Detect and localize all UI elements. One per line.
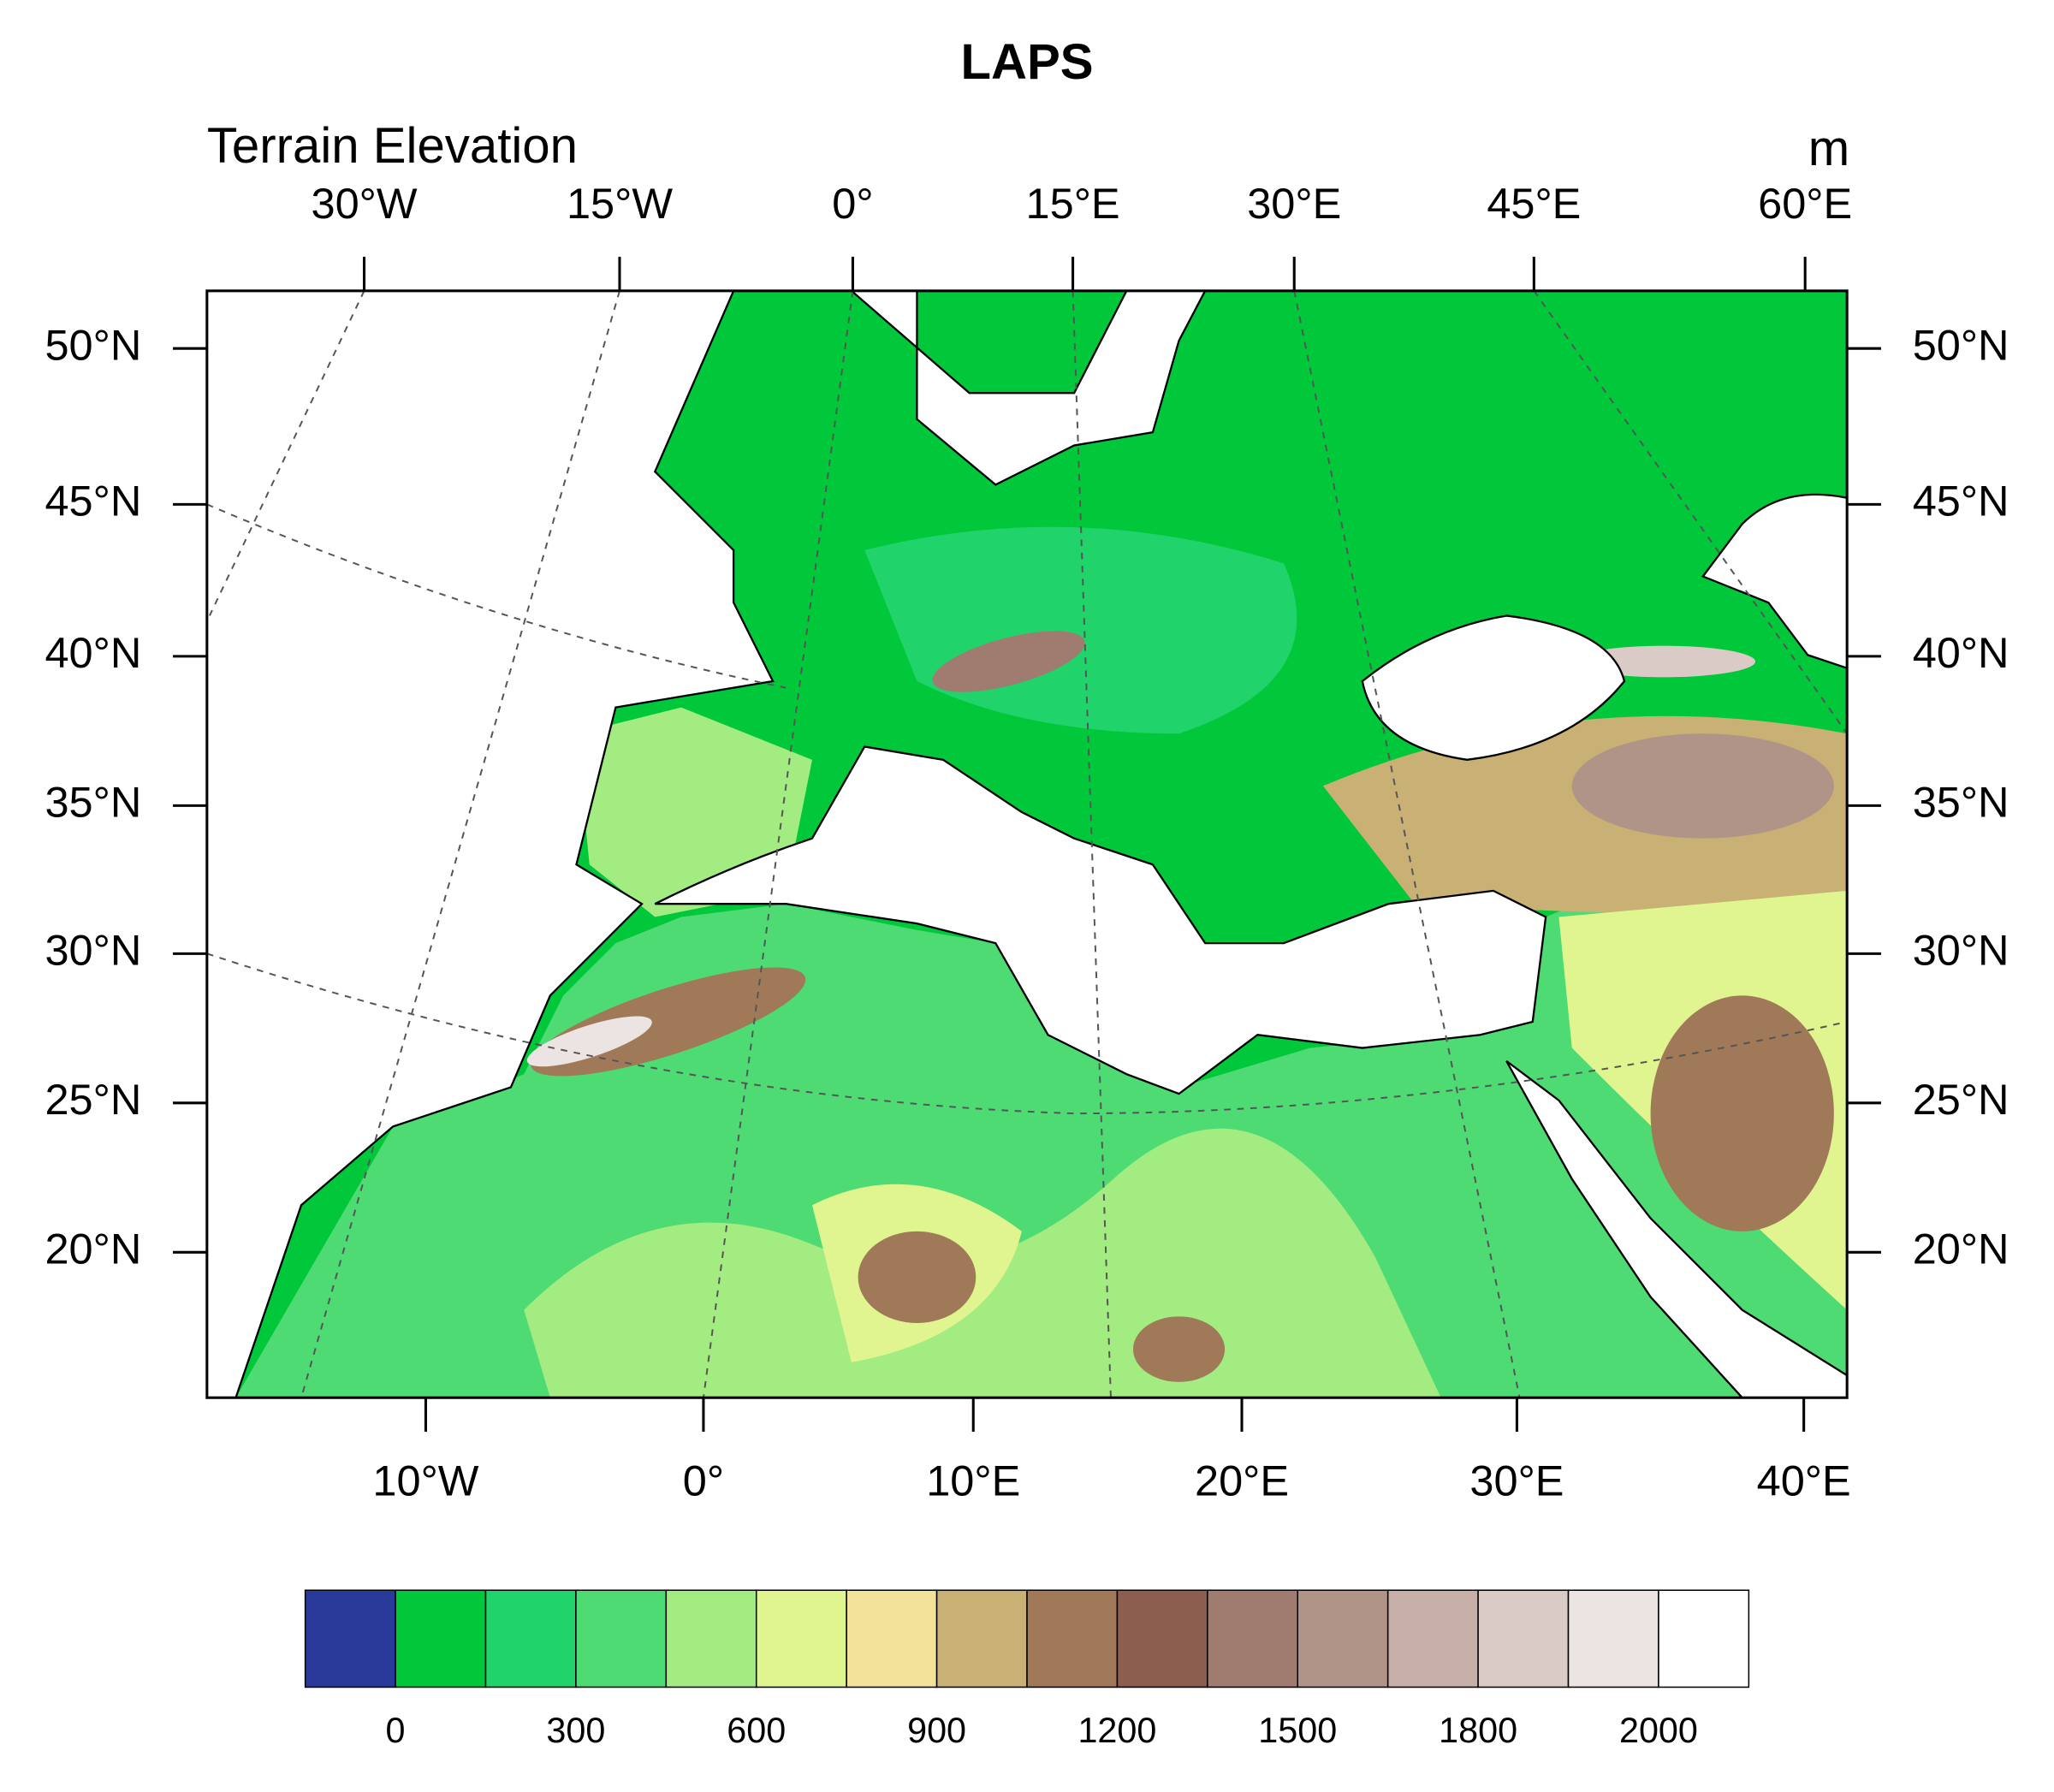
lat-label: 25°N <box>45 1075 141 1124</box>
colorbar-box <box>1658 1589 1750 1688</box>
colorbar-box <box>755 1589 847 1688</box>
lon-label: 30°E <box>1469 1457 1564 1505</box>
lon-label: 15°E <box>1026 179 1120 228</box>
colorbar: 0 300 600 900 1200 1500 1800 2000 <box>304 1589 1750 1750</box>
colorbar-box <box>935 1589 1028 1688</box>
graticule <box>206 290 1848 1398</box>
colorbar-label: 1200 <box>1077 1711 1156 1750</box>
lon-label: 30°E <box>1247 179 1341 228</box>
colorbar-label: 900 <box>907 1711 966 1750</box>
colorbar-box <box>484 1589 577 1688</box>
lon-label: 0° <box>832 179 873 228</box>
units: m <box>1808 121 1849 176</box>
lat-label: 20°N <box>1913 1225 2009 1273</box>
lat-label: 45°N <box>1913 477 2009 525</box>
colorbar-label: 2000 <box>1619 1711 1698 1750</box>
colorbar-box <box>846 1589 938 1688</box>
colorbar-label: 1800 <box>1439 1711 1517 1750</box>
lat-label: 35°N <box>1913 778 2009 827</box>
lon-label: 0° <box>683 1457 724 1505</box>
colorbar-box <box>1477 1589 1570 1688</box>
lon-label: 15°W <box>567 179 673 228</box>
lat-label: 25°N <box>1913 1075 2009 1124</box>
colorbar-label: 0 <box>386 1711 406 1750</box>
colorbar-box <box>575 1589 668 1688</box>
lat-label: 50°N <box>45 321 141 370</box>
lon-label: 10°E <box>926 1457 1020 1505</box>
lat-label: 35°N <box>45 778 141 827</box>
colorbar-box <box>1207 1589 1299 1688</box>
lon-label: 10°W <box>372 1457 478 1505</box>
terrain-map <box>206 290 1848 1398</box>
lat-label: 40°N <box>1913 628 2009 677</box>
lon-label: 30°W <box>311 179 417 228</box>
colorbar-box <box>304 1589 396 1688</box>
lon-label: 20°E <box>1195 1457 1289 1505</box>
colorbar-box <box>1567 1589 1659 1688</box>
colorbar-label: 1500 <box>1258 1711 1337 1750</box>
colorbar-box <box>1116 1589 1208 1688</box>
colorbar-box <box>395 1589 487 1688</box>
lat-label: 40°N <box>45 628 141 677</box>
lat-label: 20°N <box>45 1225 141 1273</box>
colorbar-label: 600 <box>727 1711 786 1750</box>
colorbar-box <box>1026 1589 1119 1688</box>
colorbar-box <box>1297 1589 1389 1688</box>
colorbar-box <box>1386 1589 1479 1688</box>
lat-label: 50°N <box>1913 321 2009 370</box>
lat-label: 45°N <box>45 477 141 525</box>
colorbar-box <box>665 1589 757 1688</box>
lon-label: 60°E <box>1758 179 1852 228</box>
subtitle: Terrain Elevation <box>207 118 578 174</box>
map-frame <box>205 289 1849 1399</box>
colorbar-label: 300 <box>546 1711 605 1750</box>
lon-label: 45°E <box>1487 179 1581 228</box>
lat-label: 30°N <box>1913 926 2009 975</box>
lon-label: 40°E <box>1757 1457 1851 1505</box>
lat-label: 30°N <box>45 926 141 975</box>
title: LAPS <box>960 34 1093 90</box>
